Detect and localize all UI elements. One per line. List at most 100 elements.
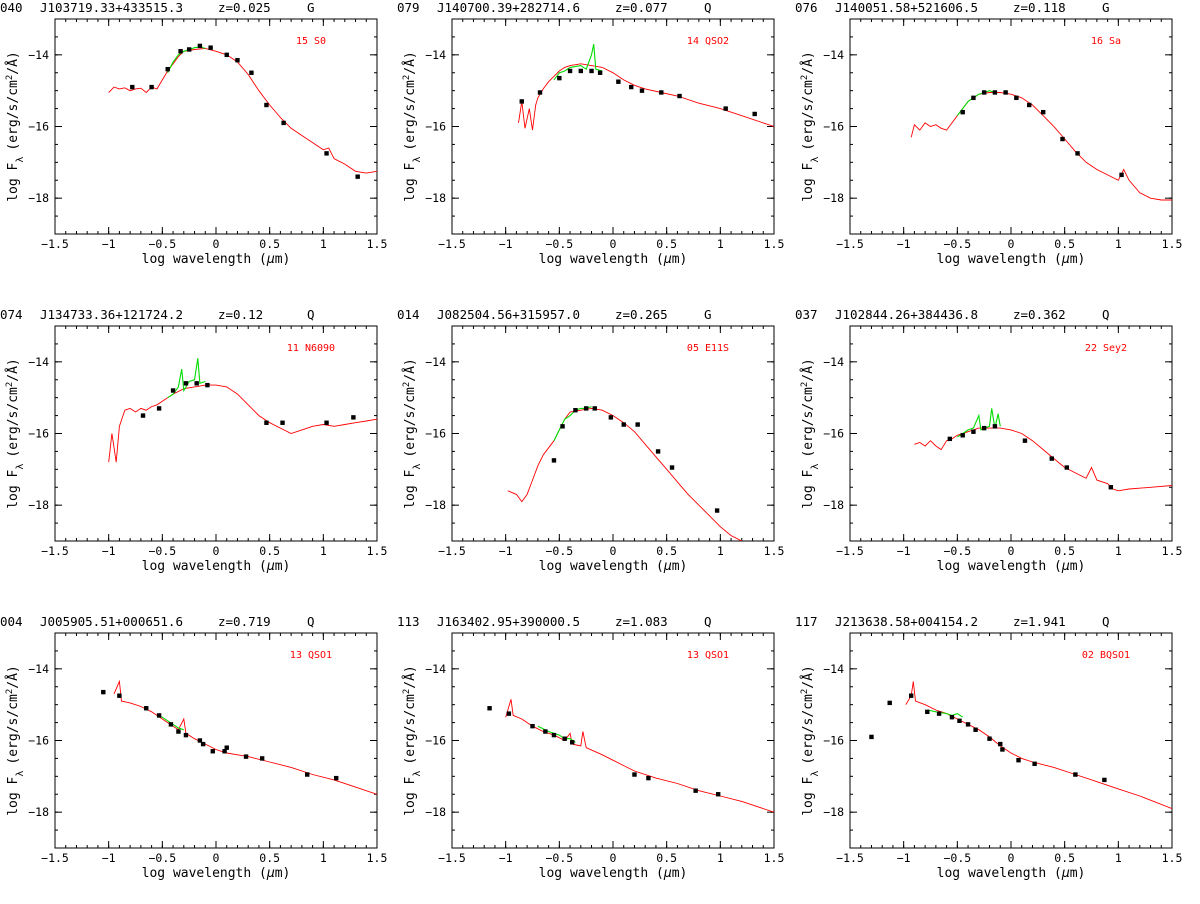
class-label: Q (307, 614, 315, 629)
y-axis-label-units: (erg/s/cm (6, 694, 21, 765)
y-axis-label-sub: λ (15, 157, 26, 163)
photometry-point (355, 174, 360, 179)
y-axis-label: log Fλ (erg/s/cm2/Å) (800, 358, 821, 509)
y-axis-label-units-end: /Å) (800, 358, 816, 381)
class-label: Q (704, 0, 712, 15)
x-tick-label: 1 (717, 544, 724, 558)
sed-panel-113: 113 J163402.95+390000.5 z=1.083 Q −1.5 −1 −0.5… (397, 614, 784, 904)
x-tick-label: 1 (1115, 544, 1122, 558)
y-axis-label: log Fλ (erg/s/cm2/Å) (800, 51, 821, 202)
photometry-point (280, 420, 285, 425)
x-axis-label-mu: μ (1061, 252, 1070, 267)
x-axis-label: log wavelength (μm) (142, 866, 291, 881)
y-axis-label-units: (erg/s/cm (403, 694, 418, 765)
y-tick-label: −18 (425, 805, 446, 819)
y-axis-label-units: (erg/s/cm (6, 387, 21, 458)
object-id: 117 (795, 614, 818, 629)
y-axis-label-units-end: /Å) (402, 665, 418, 688)
template-label: 11 N6090 (287, 343, 335, 354)
y-axis-label-prefix: log F (6, 469, 21, 508)
photometry-point (965, 722, 971, 727)
x-tick-label: −1 (897, 544, 911, 558)
y-axis-label-units-end: /Å) (5, 51, 21, 74)
y-axis-label-sub: λ (810, 464, 821, 470)
object-name: J103719.33+433515.3 (40, 0, 183, 15)
x-axis-label: log wavelength (μm) (539, 252, 688, 267)
photometry-point (1049, 456, 1054, 461)
x-tick-label: −1 (102, 851, 116, 865)
redshift-label: z=0.118 (1013, 0, 1066, 15)
photometry-point (715, 792, 721, 797)
photometry-point (259, 756, 265, 761)
y-tick-label: −16 (823, 120, 844, 134)
x-tick-label: −0.5 (148, 851, 176, 865)
y-axis-label-sup: 2 (402, 382, 412, 387)
object-name: J140051.58+521606.5 (835, 0, 978, 15)
photometry-point (117, 693, 122, 698)
y-tick-label: −14 (823, 355, 844, 369)
x-axis-label-mu: μ (266, 866, 275, 881)
y-axis-label-prefix: log F (6, 776, 21, 815)
x-tick-label: 0.5 (656, 851, 677, 865)
y-tick-label: −14 (425, 662, 446, 676)
redshift-label: z=0.077 (615, 0, 668, 15)
x-tick-label: 0.5 (1054, 237, 1075, 251)
template-model-line (507, 407, 743, 541)
photometry-point (1027, 102, 1032, 108)
photometry-point (165, 66, 170, 72)
photometry-point (677, 93, 682, 99)
object-id: 004 (0, 614, 23, 629)
plot-frame (849, 18, 1173, 235)
photometry-point (557, 75, 562, 81)
y-axis-label: log Fλ (erg/s/cm2/Å) (402, 51, 423, 202)
x-tick-label: −0.5 (545, 851, 573, 865)
x-axis-label: log wavelength (μm) (539, 866, 688, 881)
y-axis-label-prefix: log F (403, 776, 418, 815)
y-axis-label-prefix: log F (403, 469, 418, 508)
y-tick-label: −14 (823, 662, 844, 676)
photometry-point (908, 693, 914, 698)
photometry-point (168, 722, 174, 727)
x-tick-label: 0 (1008, 851, 1015, 865)
observed-spectrum-line (553, 43, 603, 81)
object-id: 037 (795, 307, 818, 322)
photometry-point (205, 382, 210, 388)
photometry-point (621, 422, 626, 427)
photometry-point (925, 709, 930, 715)
photometry-point (543, 729, 548, 734)
photometry-point (305, 772, 310, 777)
class-label: Q (1102, 307, 1110, 322)
y-axis-label-units: (erg/s/cm (801, 694, 816, 765)
x-tick-label: 0.5 (1054, 544, 1075, 558)
photometry-point (551, 458, 557, 463)
object-id: 079 (397, 0, 420, 15)
photometry-point (597, 70, 603, 75)
x-tick-label: 1.5 (367, 237, 388, 251)
object-name: J213638.58+004154.2 (835, 614, 978, 629)
observed-spectrum-line (167, 358, 206, 399)
template-model-line (910, 92, 1172, 201)
object-name: J163402.95+390000.5 (437, 614, 580, 629)
y-axis-label-sup: 2 (800, 75, 810, 80)
photometry-point (194, 381, 199, 386)
photometry-point (1108, 485, 1114, 490)
photometry-point (210, 749, 215, 754)
object-name: J082504.56+315957.0 (437, 307, 580, 322)
photometry-point (1003, 90, 1008, 95)
observed-spectrum-line (956, 90, 996, 117)
photometry-point (562, 736, 567, 741)
sed-panel-040: 040 J103719.33+433515.3 z=0.025 G −1.5 −1 −0.5… (0, 0, 387, 290)
x-tick-label: 1.5 (764, 544, 785, 558)
y-tick-label: −18 (823, 805, 844, 819)
x-tick-label: −1 (102, 544, 116, 558)
y-tick-label: −14 (425, 48, 446, 62)
photometry-point (1041, 109, 1046, 115)
x-tick-label: 0 (213, 851, 220, 865)
x-axis-label: log wavelength (μm) (937, 559, 1086, 574)
object-id: 074 (0, 307, 23, 322)
x-tick-label: 0 (610, 851, 617, 865)
photometry-point (669, 465, 675, 470)
x-tick-label: 0.5 (1054, 851, 1075, 865)
photometry-point (973, 727, 978, 732)
